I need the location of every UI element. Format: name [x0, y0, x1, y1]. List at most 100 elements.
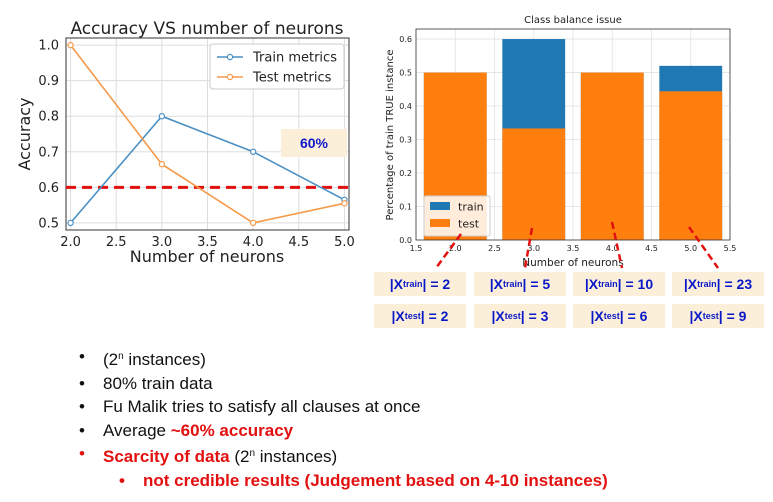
- bar-legend-test-label: test: [458, 218, 480, 231]
- bullet-list: (2n instances) 80% train data Fu Malik t…: [0, 345, 608, 492]
- test-count-4-sub: test: [603, 311, 620, 321]
- bullet-1-sup: n: [118, 351, 124, 362]
- bullet-scarcity: Scarcity of data (2n instances): [0, 442, 608, 469]
- bar-chart-title: Class balance issue: [524, 15, 622, 26]
- accuracy-chart-title: Accuracy VS number of neurons: [70, 19, 343, 39]
- bar-x-tick-label: 3.5: [567, 244, 580, 253]
- train-count-5: |X train | = 23: [672, 272, 764, 296]
- y-tick-label: 1.0: [38, 39, 59, 54]
- test-count-3-post: | = 3: [520, 308, 549, 324]
- pointer-lines: [434, 221, 720, 269]
- accuracy-chart-xlabel: Number of neurons: [130, 247, 284, 266]
- legend-test-marker: [226, 73, 234, 81]
- bar-y-tick-label: 0.0: [399, 236, 412, 245]
- accuracy-chart-series: [67, 41, 348, 227]
- sixty-percent-label: 60%: [281, 129, 347, 157]
- legend-train-marker: [226, 53, 234, 61]
- test-count-4: |X test | = 6: [573, 304, 665, 328]
- bar-x-tick-label: 4.5: [645, 244, 658, 253]
- test-count-3-pre: |X: [491, 308, 505, 324]
- bullet-4-red: ~60% accuracy: [170, 420, 294, 440]
- test-count-4-post: | = 6: [619, 308, 648, 324]
- bar-chart-legend: train test: [423, 195, 491, 237]
- bullet-5-pre: (2: [229, 447, 250, 466]
- legend-train-label: Train metrics: [252, 51, 337, 66]
- bar-chart-ticks: 1.5 2.0 2.5 3.0 3.5 4.0 4.5 5.0 5.5 0.0 0.1 0.2 0.3 0…: [399, 35, 736, 253]
- series-point-test: [249, 219, 257, 227]
- series-point-train: [249, 148, 257, 155]
- test-count-4-pre: |X: [590, 308, 604, 324]
- bar-chart-xlabel: Number of neurons: [522, 257, 623, 269]
- bullet-fu-malik: Fu Malik tries to satisfy all clauses at…: [0, 395, 608, 419]
- train-count-2-sub: train: [403, 279, 423, 289]
- test-count-5-sub: test: [702, 311, 719, 321]
- bar-chart-frame: [415, 28, 731, 241]
- bar-test-4: [580, 72, 644, 241]
- train-count-3-sub: train: [503, 279, 523, 289]
- x-tick-label: 4.0: [243, 235, 264, 250]
- test-count-3: |X test | = 3: [474, 304, 566, 328]
- series-point-test: [158, 161, 166, 168]
- bullet-train-data: 80% train data: [0, 372, 608, 396]
- bullet-average-accuracy: Average ~60% accuracy: [0, 419, 608, 443]
- train-count-4: |X train | = 10: [573, 272, 665, 296]
- train-count-5-sub: train: [697, 279, 717, 289]
- series-line-test: [69, 44, 345, 224]
- train-count-5-post: | = 23: [716, 276, 753, 292]
- bar-x-tick-label: 2.5: [488, 244, 501, 253]
- bar-y-tick-label: 0.6: [399, 35, 412, 44]
- test-count-5: |X test | = 9: [672, 304, 764, 328]
- test-count-5-post: | = 9: [718, 308, 747, 324]
- accuracy-chart-legend: Train metrics Test metrics: [209, 43, 345, 90]
- legend-test-label: Test metrics: [252, 71, 332, 86]
- bar-y-tick-label: 0.1: [399, 203, 412, 212]
- bullet-instances: (2n instances): [0, 345, 608, 372]
- x-tick-label: 3.5: [197, 235, 218, 250]
- bar-test-5: [659, 91, 723, 241]
- bar-x-tick-label: 1.5: [410, 244, 423, 253]
- bar-y-tick-label: 0.5: [399, 69, 412, 78]
- bar-x-tick-label: 5.5: [724, 244, 737, 253]
- bar-y-tick-label: 0.2: [399, 169, 412, 178]
- bar-legend-test-swatch: [430, 219, 450, 227]
- y-tick-label: 0.8: [38, 110, 59, 125]
- pointer-line-5: [687, 226, 720, 269]
- accuracy-chart-ylabel: Accuracy: [15, 97, 34, 170]
- bar-legend-train-label: train: [458, 201, 484, 214]
- bar-x-tick-label: 3.0: [527, 244, 540, 253]
- bullet-4-pre: Average: [103, 420, 171, 440]
- bar-y-tick-label: 0.4: [399, 102, 412, 111]
- bullet-not-credible: not credible results (Judgement based on…: [0, 469, 608, 493]
- series-line-train: [69, 115, 345, 224]
- pointer-line-3: [523, 227, 534, 269]
- series-point-test: [67, 41, 74, 49]
- x-tick-label: 2.5: [106, 235, 127, 250]
- accuracy-chart-frame: [65, 37, 350, 231]
- pointer-line-2: [434, 233, 463, 269]
- series-point-train: [67, 219, 74, 227]
- y-tick-label: 0.6: [38, 181, 59, 196]
- bar-test-3: [502, 128, 566, 240]
- test-count-2: |X test | = 2: [374, 304, 466, 328]
- x-tick-label: 2.0: [60, 235, 81, 250]
- train-count-3: |X train | = 5: [474, 272, 566, 296]
- pointer-line-4: [610, 221, 624, 269]
- bar-x-tick-label: 4.0: [606, 244, 619, 253]
- test-count-2-post: | = 2: [420, 308, 449, 324]
- test-count-2-pre: |X: [391, 308, 405, 324]
- train-count-4-post: | = 10: [617, 276, 654, 292]
- accuracy-chart-ticks: 2.0 2.5 3.0 3.5 4.0 4.5 5.0 0.5 0.6 0.7 0.8 0.9 1.0: [38, 39, 354, 250]
- bar-x-tick-label: 2.0: [449, 244, 462, 253]
- x-tick-label: 5.0: [334, 235, 355, 250]
- train-count-4-sub: train: [598, 279, 618, 289]
- series-point-train: [158, 113, 166, 120]
- legend-box: [209, 43, 345, 90]
- bar-x-tick-label: 5.0: [684, 244, 697, 253]
- bullet-5-post: instances): [255, 447, 338, 466]
- bullet-1-pre: (2: [103, 350, 119, 369]
- bar-legend-train-swatch: [430, 202, 450, 210]
- test-count-5-pre: |X: [689, 308, 703, 324]
- train-count-2: |X train | = 2: [374, 272, 466, 296]
- train-count-5-pre: |X: [683, 276, 698, 292]
